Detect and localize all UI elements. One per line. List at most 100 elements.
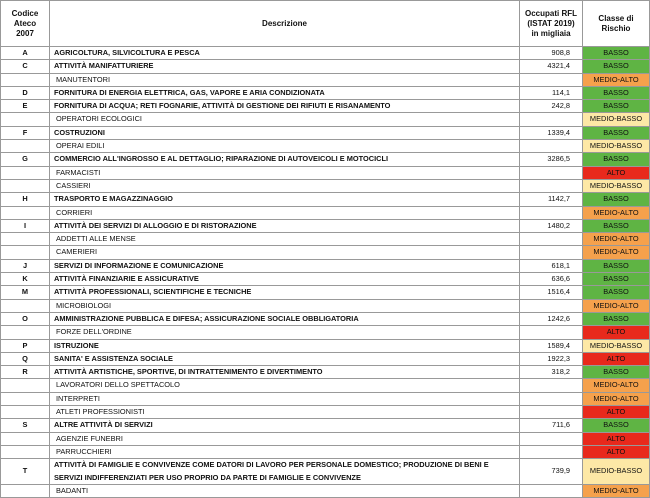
description-cell: FORNITURA DI ENERGIA ELETTRICA, GAS, VAP… [50, 86, 520, 101]
table-row: S ALTRE ATTIVITÀ DI SERVIZI 711,6 BASSO [1, 419, 650, 433]
header-text: Occupati RFL [524, 8, 577, 18]
employed-cell [520, 73, 583, 87]
table-row: BADANTI MEDIO-ALTO [1, 484, 650, 498]
risk-cell: BASSO [583, 60, 650, 74]
description-cell: TRASPORTO E MAGAZZINAGGIO [50, 193, 520, 207]
code-cell: H [1, 193, 50, 207]
table-row: FORZE DELL'ORDINE ALTO [1, 326, 650, 340]
description-cell: BADANTI [50, 484, 520, 498]
description-cell: AGENZIE FUNEBRI [50, 432, 520, 446]
code-cell: Q [1, 352, 50, 367]
table-row: M ATTIVITÀ PROFESSIONALI, SCIENTIFICHE E … [1, 286, 650, 300]
employed-cell: 1242,6 [520, 312, 583, 327]
employed-cell: 711,6 [520, 419, 583, 433]
table-row: P ISTRUZIONE 1589,4 MEDIO-BASSO [1, 339, 650, 353]
employed-cell: 1516,4 [520, 286, 583, 300]
table-row: AGENZIE FUNEBRI ALTO [1, 432, 650, 446]
risk-cell: ALTO [583, 445, 650, 460]
risk-cell: MEDIO-ALTO [583, 379, 650, 393]
code-cell: P [1, 339, 50, 353]
description-cell: CAMERIERI [50, 246, 520, 260]
description-cell: ATTIVITÀ MANIFATTURIERE [50, 60, 520, 74]
employed-cell [520, 166, 583, 180]
description-cell: COMMERCIO ALL'INGROSSO E AL DETTAGLIO; R… [50, 153, 520, 167]
description-cell: LAVORATORI DELLO SPETTACOLO [50, 379, 520, 393]
description-cell: FORZE DELL'ORDINE [50, 326, 520, 340]
table-row: PARRUCCHIERI ALTO [1, 445, 650, 460]
description-cell: ATTIVITÀ FINANZIARIE E ASSICURATIVE [50, 273, 520, 287]
table-row: J SERVIZI DI INFORMAZIONE E COMUNICAZIONE… [1, 259, 650, 274]
description-cell: SERVIZI DI INFORMAZIONE E COMUNICAZIONE [50, 259, 520, 274]
description-cell: ALTRE ATTIVITÀ DI SERVIZI [50, 419, 520, 433]
employed-cell [520, 432, 583, 446]
code-cell: A [1, 47, 50, 61]
description-cell: OPERATORI ECOLOGICI [50, 113, 520, 127]
employed-cell: 3286,5 [520, 153, 583, 167]
code-cell: D [1, 86, 50, 101]
table-row: I ATTIVITÀ DEI SERVIZI DI ALLOGGIO E DI R… [1, 219, 650, 234]
risk-cell: BASSO [583, 126, 650, 141]
description-cell: MANUTENTORI [50, 73, 520, 87]
risk-cell: BASSO [583, 312, 650, 327]
table-row: C ATTIVITÀ MANIFATTURIERE 4321,4 BASSO [1, 60, 650, 74]
table-row: FARMACISTI ALTO [1, 166, 650, 180]
risk-cell: MEDIO-ALTO [583, 299, 650, 313]
risk-cell: MEDIO-BASSO [583, 339, 650, 353]
header-text: Ateco [13, 18, 37, 28]
description-cell: ISTRUZIONE [50, 339, 520, 353]
table-row: E FORNITURA DI ACQUA; RETI FOGNARIE, ATTI… [1, 100, 650, 114]
risk-cell: BASSO [583, 153, 650, 167]
header-row: Codice Ateco 2007 Descrizione Occupati RFL (I… [1, 1, 650, 47]
table-row: CORRIERI MEDIO-ALTO [1, 206, 650, 220]
risk-cell: MEDIO-ALTO [583, 392, 650, 407]
description-cell: SANITA' E ASSISTENZA SOCIALE [50, 352, 520, 367]
code-cell [1, 392, 50, 407]
employed-cell: 242,8 [520, 100, 583, 114]
employed-cell [520, 179, 583, 194]
risk-cell: BASSO [583, 366, 650, 380]
description-cell: COSTRUZIONI [50, 126, 520, 141]
description-cell: INTERPRETI [50, 392, 520, 407]
table-row: OPERAI EDILI MEDIO-BASSO [1, 140, 650, 154]
risk-cell: MEDIO-ALTO [583, 246, 650, 260]
table-row: ADDETTI ALLE MENSE MEDIO-ALTO [1, 233, 650, 247]
risk-cell: ALTO [583, 326, 650, 340]
description-cell: ATTIVITÀ DEI SERVIZI DI ALLOGGIO E DI RI… [50, 219, 520, 234]
table-row: T ATTIVITÀ DI FAMIGLIE E CONVIVENZE COME … [1, 459, 650, 485]
table-row: LAVORATORI DELLO SPETTACOLO MEDIO-ALTO [1, 379, 650, 393]
description-cell: CORRIERI [50, 206, 520, 220]
code-cell [1, 73, 50, 87]
employed-cell [520, 445, 583, 460]
risk-cell: MEDIO-BASSO [583, 179, 650, 194]
code-cell: C [1, 60, 50, 74]
code-cell [1, 246, 50, 260]
employed-cell [520, 392, 583, 407]
code-cell [1, 113, 50, 127]
risk-cell: MEDIO-BASSO [583, 140, 650, 154]
risk-cell: BASSO [583, 419, 650, 433]
header-text: Classe di [598, 13, 634, 23]
description-cell: AGRICOLTURA, SILVICOLTURA E PESCA [50, 47, 520, 61]
risk-cell: ALTO [583, 352, 650, 367]
code-cell [1, 484, 50, 498]
code-cell [1, 326, 50, 340]
description-cell: PARRUCCHIERI [50, 445, 520, 460]
code-cell: E [1, 100, 50, 114]
table-row: INTERPRETI MEDIO-ALTO [1, 392, 650, 407]
table-row: Q SANITA' E ASSISTENZA SOCIALE 1922,3 ALTO [1, 352, 650, 367]
employed-cell: 908,8 [520, 47, 583, 61]
header-cell: Codice Ateco 2007 [1, 1, 50, 47]
table-row: D FORNITURA DI ENERGIA ELETTRICA, GAS, VA… [1, 86, 650, 101]
header-cell: Classe di Rischio [583, 1, 650, 47]
header-cell: Descrizione [50, 1, 520, 47]
risk-cell: MEDIO-ALTO [583, 233, 650, 247]
risk-cell: BASSO [583, 259, 650, 274]
code-cell [1, 233, 50, 247]
employed-cell: 1589,4 [520, 339, 583, 353]
risk-cell: BASSO [583, 86, 650, 101]
description-cell: ATLETI PROFESSIONISTI [50, 406, 520, 420]
code-cell [1, 140, 50, 154]
header-cell: Occupati RFL (ISTAT 2019) in migliaia [520, 1, 583, 47]
code-cell [1, 406, 50, 420]
